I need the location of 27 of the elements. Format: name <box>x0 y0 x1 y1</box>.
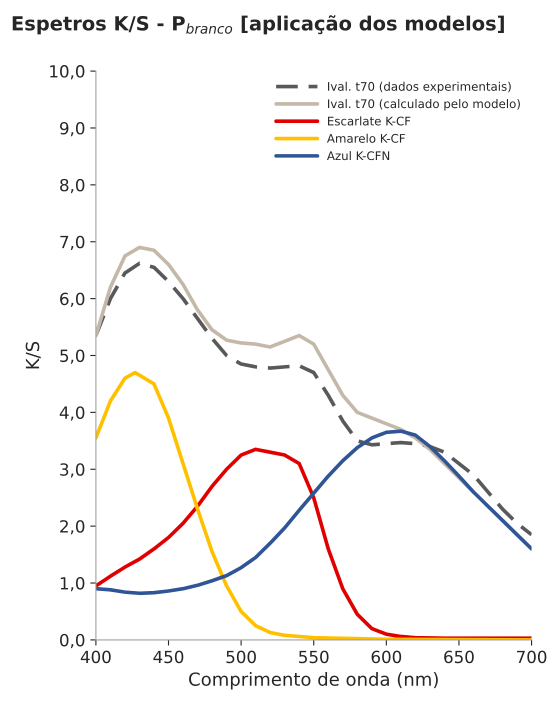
y-tick-label: 1,0 <box>60 576 84 592</box>
y-tick-label: 4,0 <box>60 406 84 421</box>
y-tick-label: 7,0 <box>60 236 84 250</box>
x-tick-label: 650 <box>444 650 474 664</box>
legend-label: Azul K-CFN <box>326 151 390 160</box>
legend-label: Ival. t70 (calculado pelo modelo) <box>328 99 520 110</box>
y-tick-label: 3,0 <box>60 463 84 478</box>
x-axis-title: Comprimento de onda (nm) <box>189 672 438 690</box>
x-tick-label: 450 <box>153 650 184 664</box>
x-tick-label: 400 <box>80 650 111 664</box>
x-tick-label: 600 <box>372 650 402 664</box>
y-tick-label: 10,0 <box>50 65 84 80</box>
y-tick-label: 5,0 <box>60 349 84 364</box>
legend-label: Escarlate K-CF <box>328 116 410 126</box>
chart-title: Espetros K/S - P$_{branco}$ [aplicação dos modelos] <box>12 15 504 34</box>
y-tick-label: 9,0 <box>60 122 84 136</box>
x-tick-label: 700 <box>517 650 546 664</box>
line-series <box>96 429 532 596</box>
y-tick-label: 8,0 <box>60 178 84 194</box>
y-axis-title: K/S <box>26 342 41 368</box>
y-tick-label: 6,0 <box>60 292 84 307</box>
legend-label: Ival. t70 (dados experimentais) <box>328 82 511 94</box>
legend-label: Amarelo K-CF <box>326 134 405 143</box>
x-tick-label: 500 <box>226 650 256 664</box>
x-tick-label: 550 <box>299 650 329 664</box>
y-tick-label: 0,0 <box>60 634 84 648</box>
y-tick-label: 2,0 <box>60 520 84 534</box>
